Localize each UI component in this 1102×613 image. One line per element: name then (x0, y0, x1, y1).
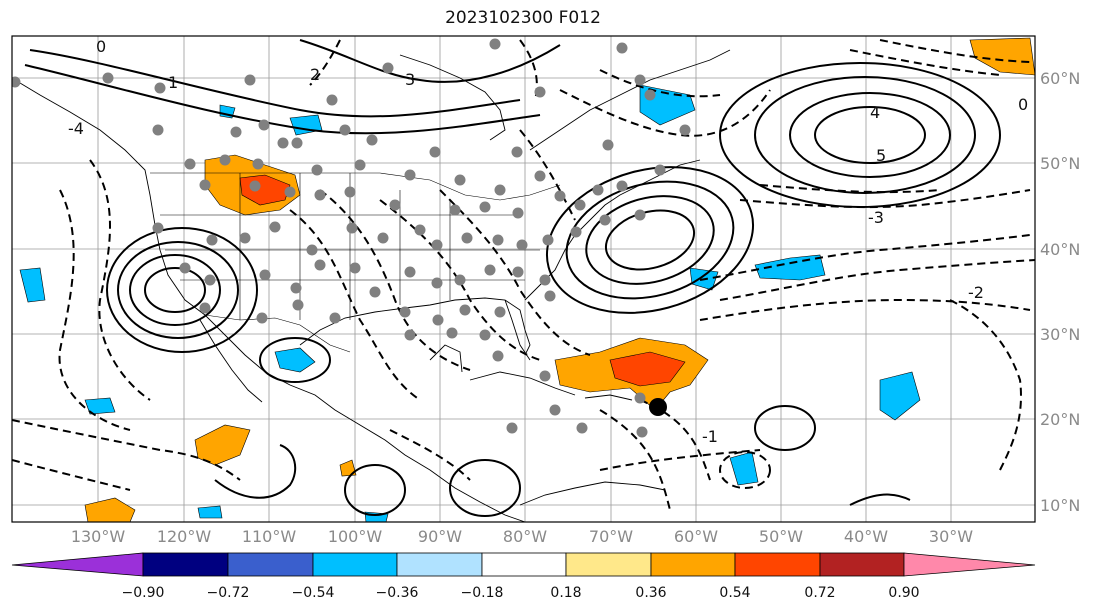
station-markers (12, 38, 691, 438)
positive-anomaly-region (339, 459, 357, 477)
contour-label: -2 (968, 283, 984, 302)
hudson-bay (399, 54, 506, 141)
colorbar-segment (819, 552, 905, 577)
contour-label: 4 (870, 103, 880, 122)
lon-label: 80°W (503, 527, 547, 546)
contour-label: -3 (868, 208, 884, 227)
longitude-axis: 130°W 120°W 110°W 100°W 90°W 80°W 70°W 6… (71, 527, 973, 546)
contour-label: 2 (310, 65, 320, 84)
colorbar-segment (142, 552, 229, 577)
south-america-north (519, 481, 666, 506)
gulf-coast (299, 297, 531, 356)
map-frame (11, 35, 1036, 523)
lat-label: 20°N (1040, 410, 1080, 429)
highlight-marker (649, 398, 667, 416)
lat-label: 50°N (1040, 154, 1080, 173)
positive-contours (24, 39, 1001, 517)
colorbar-segment (312, 552, 398, 577)
lon-label: 130°W (71, 527, 126, 546)
negative-anomaly-region (19, 267, 46, 303)
colorbar-segment (396, 552, 483, 577)
lat-label: 10°N (1040, 496, 1080, 515)
latitude-axis: 60°N 50°N 40°N 30°N 20°N 10°N (1040, 69, 1080, 515)
negative-anomaly-region (84, 397, 116, 415)
negative-contours (12, 39, 1035, 511)
lon-label: 50°W (759, 527, 803, 546)
baja-california (199, 319, 263, 403)
negative-anomaly-region (729, 451, 759, 486)
contour-label: 0 (1018, 95, 1028, 114)
colorbar-tick-label: 0.18 (550, 585, 581, 601)
lat-label: 30°N (1040, 325, 1080, 344)
yucatan (429, 344, 463, 373)
colorbar (11, 552, 1036, 577)
contour-label: 5 (876, 146, 886, 165)
colorbar-tick-label: 0.54 (719, 585, 750, 601)
hispaniola (584, 394, 633, 401)
colorbar-tick-label: 0.90 (888, 585, 919, 601)
colorbar-extend-high (903, 552, 1036, 577)
contour-value-labels: 0 1 2 3 4 5 0 -1 -2 -3 -4 (68, 37, 1028, 446)
negative-anomaly-region (274, 347, 316, 373)
lon-label: 70°W (589, 527, 633, 546)
lon-label: 30°W (929, 527, 973, 546)
colorbar-segment (734, 552, 821, 577)
cuba (469, 371, 576, 396)
positive-anomaly-region (969, 37, 1035, 76)
lon-label: 100°W (328, 527, 383, 546)
colorbar-ticks: −0.90 −0.72 −0.54 −0.36 −0.18 0.18 0.36 … (122, 585, 920, 601)
colorbar-tick-label: 0.36 (635, 585, 666, 601)
map-title: 2023102300 F012 (445, 8, 601, 28)
colorbar-segment (227, 552, 314, 577)
north-america-west-coast (14, 79, 526, 522)
lon-label: 60°W (674, 527, 718, 546)
contour-label: 0 (96, 37, 106, 56)
colorbar-segment (650, 552, 736, 577)
coastlines (14, 49, 731, 522)
contour-label: 1 (168, 73, 178, 92)
map-panel (12, 36, 1035, 522)
lon-label: 40°W (844, 527, 888, 546)
contour-label: 3 (405, 70, 415, 89)
lat-label: 40°N (1040, 240, 1080, 259)
lat-label: 60°N (1040, 69, 1080, 88)
us-mexico-border (204, 314, 351, 353)
lon-label: 110°W (242, 527, 297, 546)
strong-positive-region (609, 351, 686, 387)
negative-anomaly-region (197, 505, 223, 519)
colorbar-tick-label: −0.36 (376, 585, 419, 601)
contour-label: -1 (702, 427, 718, 446)
colorbar-extend-low (11, 552, 144, 577)
contour-label: -4 (68, 119, 84, 138)
colorbar-tick-label: −0.18 (461, 585, 504, 601)
negative-anomaly-region (754, 254, 826, 281)
colorbar-segment (481, 552, 567, 577)
lon-label: 120°W (157, 527, 212, 546)
colorbar-tick-label: −0.72 (207, 585, 250, 601)
colorbar-segment (565, 552, 652, 577)
negative-anomaly-region (879, 371, 921, 421)
florida (504, 299, 531, 361)
canada-coast (529, 49, 731, 151)
positive-anomaly-region (84, 497, 136, 522)
colorbar-tick-label: 0.72 (804, 585, 835, 601)
colorbar-tick-label: −0.54 (292, 585, 335, 601)
lon-label: 90°W (418, 527, 462, 546)
colorbar-tick-label: −0.90 (122, 585, 165, 601)
